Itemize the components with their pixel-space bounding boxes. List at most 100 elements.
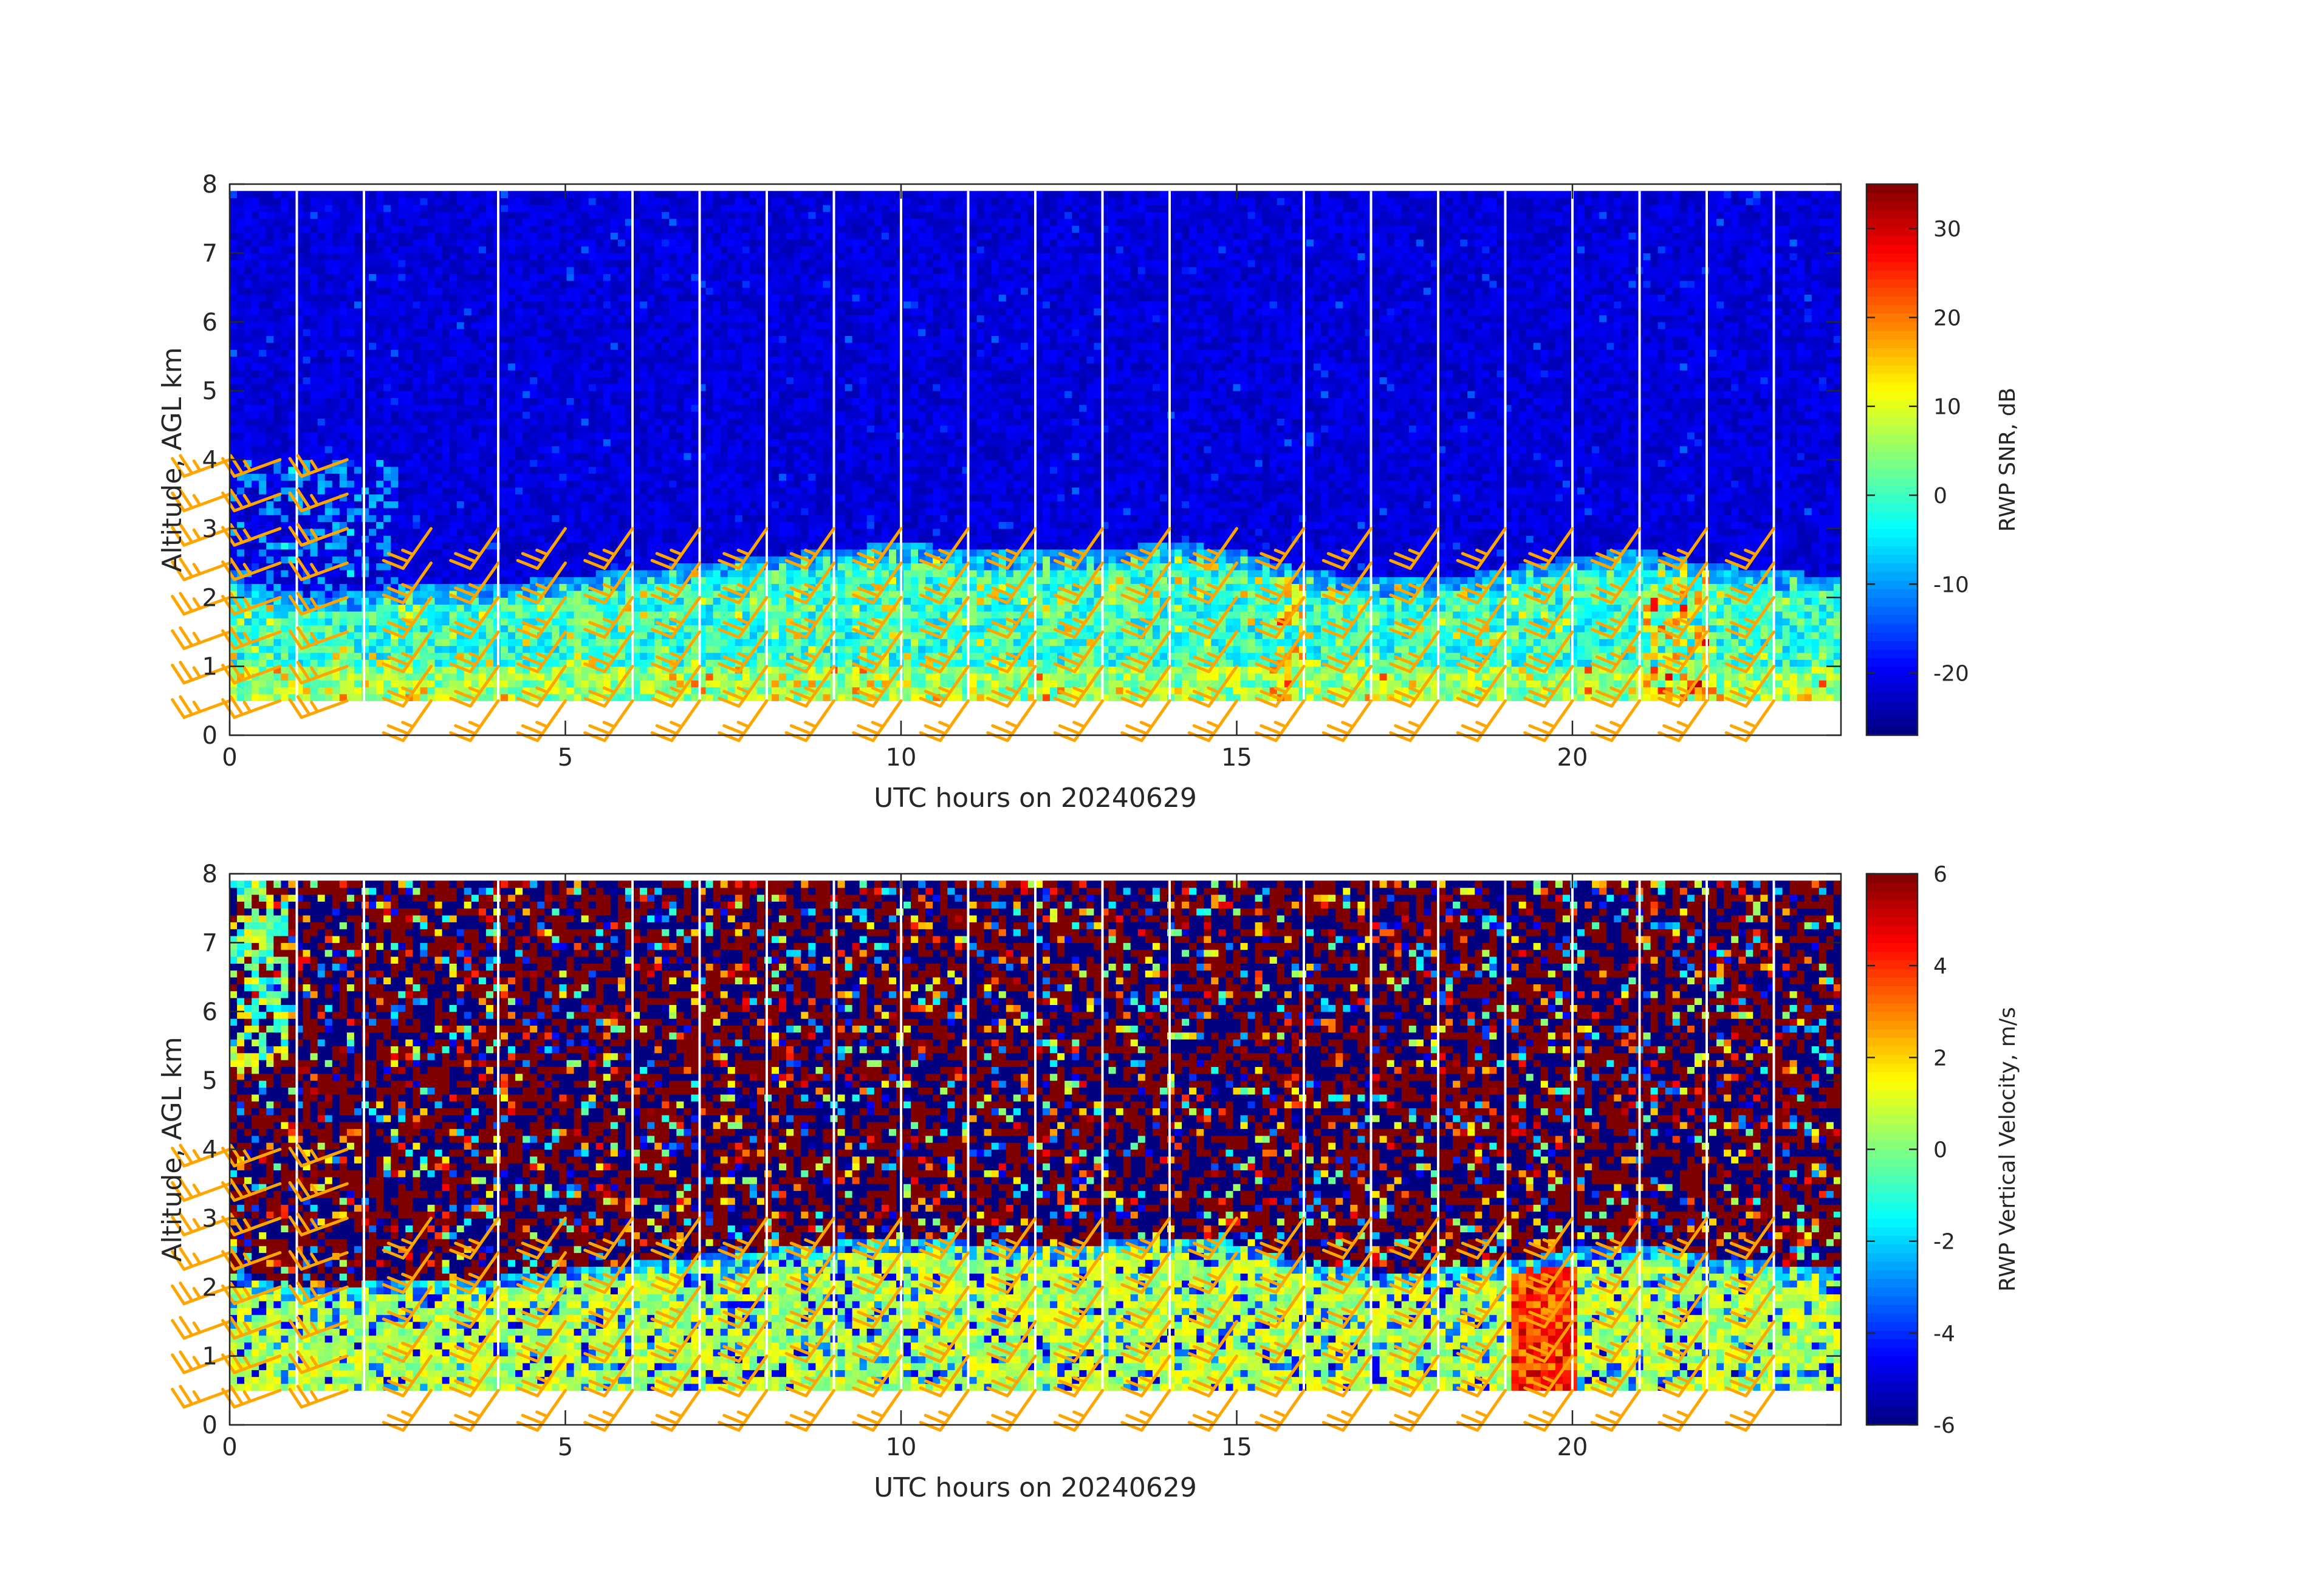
heatmap-cell xyxy=(369,515,377,522)
heatmap-cell xyxy=(552,632,560,639)
heatmap-cell xyxy=(450,405,458,412)
heatmap-cell xyxy=(537,370,545,377)
heatmap-cell xyxy=(325,543,333,550)
heatmap-cell xyxy=(450,239,458,247)
heatmap-cell xyxy=(332,549,340,557)
heatmap-cell xyxy=(398,267,406,274)
heatmap-cell xyxy=(340,198,348,205)
heatmap-cell xyxy=(383,543,391,550)
heatmap-cell xyxy=(508,535,516,543)
heatmap-cell xyxy=(391,494,399,501)
heatmap-cell xyxy=(347,508,355,515)
heatmap-cell xyxy=(362,391,369,398)
heatmap-cell xyxy=(230,356,238,363)
heatmap-cell xyxy=(544,605,552,612)
heatmap-cell xyxy=(369,570,377,577)
heatmap-cell xyxy=(281,260,289,267)
heatmap-cell xyxy=(354,473,362,481)
heatmap-cell xyxy=(369,405,377,412)
heatmap-cell xyxy=(281,515,289,522)
heatmap-cell xyxy=(376,508,384,515)
heatmap-cell xyxy=(252,659,259,667)
heatmap-cell xyxy=(266,281,274,288)
heatmap-cell xyxy=(530,446,538,453)
heatmap-cell xyxy=(318,481,326,488)
heatmap-cell xyxy=(398,680,406,687)
heatmap-cell xyxy=(288,211,296,219)
heatmap-cell xyxy=(435,377,443,384)
heatmap-cell xyxy=(515,225,523,233)
heatmap-cell xyxy=(567,419,575,426)
heatmap-cell xyxy=(237,370,245,377)
heatmap-cell xyxy=(413,315,420,322)
heatmap-cell xyxy=(523,219,530,226)
heatmap-cell xyxy=(273,246,281,253)
heatmap-cell xyxy=(244,577,252,584)
heatmap-cell xyxy=(281,501,289,509)
heatmap-cell xyxy=(450,343,458,350)
heatmap-cell xyxy=(332,411,340,419)
heatmap-cell xyxy=(457,301,465,309)
heatmap-cell xyxy=(479,343,487,350)
heatmap-cell xyxy=(544,632,552,639)
heatmap-cell xyxy=(428,377,436,384)
heatmap-cell xyxy=(259,205,267,212)
heatmap-cell xyxy=(537,239,545,247)
heatmap-cell xyxy=(369,281,377,288)
heatmap-cell xyxy=(347,253,355,260)
heatmap-cell xyxy=(244,515,252,522)
heatmap-cell xyxy=(259,198,267,205)
heatmap-cell xyxy=(515,335,523,343)
heatmap-cell xyxy=(428,653,436,660)
heatmap-cell xyxy=(244,453,252,460)
heatmap-cell xyxy=(479,219,487,226)
heatmap-cell xyxy=(318,246,326,253)
heatmap-cell xyxy=(537,349,545,357)
heatmap-cell xyxy=(530,419,538,426)
heatmap-cell xyxy=(567,549,575,557)
heatmap-cell xyxy=(501,322,509,329)
heatmap-cell xyxy=(318,411,326,419)
heatmap-cell xyxy=(391,349,399,357)
heatmap-cell xyxy=(544,487,552,495)
heatmap-cell xyxy=(420,549,428,557)
heatmap-cell xyxy=(413,411,420,419)
heatmap-cell xyxy=(391,239,399,247)
heatmap-cell xyxy=(266,198,274,205)
heatmap-cell xyxy=(310,384,318,391)
heatmap-cell xyxy=(376,225,384,233)
heatmap-cell xyxy=(230,343,238,350)
heatmap-cell xyxy=(501,487,509,495)
heatmap-cell xyxy=(523,363,530,371)
heatmap-cell xyxy=(325,646,333,653)
heatmap-cell xyxy=(347,535,355,543)
heatmap-cell xyxy=(544,432,552,439)
heatmap-cell xyxy=(428,308,436,315)
heatmap-cell xyxy=(347,287,355,295)
heatmap-cell xyxy=(325,481,333,488)
heatmap-cell xyxy=(383,529,391,536)
heatmap-cell xyxy=(332,653,340,660)
heatmap-cell xyxy=(530,287,538,295)
heatmap-cell xyxy=(471,453,479,460)
heatmap-cell xyxy=(281,577,289,584)
heatmap-cell xyxy=(354,335,362,343)
heatmap-cell xyxy=(252,246,259,253)
heatmap-cell xyxy=(391,287,399,295)
heatmap-cell xyxy=(428,508,436,515)
heatmap-cell xyxy=(332,315,340,322)
heatmap-cell xyxy=(567,453,575,460)
heatmap-cell xyxy=(310,315,318,322)
heatmap-cell xyxy=(413,267,420,274)
heatmap-cell xyxy=(237,391,245,398)
heatmap-cell xyxy=(523,205,530,212)
heatmap-cell xyxy=(464,281,472,288)
heatmap-cell xyxy=(435,556,443,563)
heatmap-cell xyxy=(376,301,384,309)
heatmap-cell xyxy=(354,563,362,571)
heatmap-cell xyxy=(501,301,509,309)
heatmap-cell xyxy=(457,211,465,219)
heatmap-cell xyxy=(544,356,552,363)
heatmap-cell xyxy=(471,370,479,377)
heatmap-cell xyxy=(266,673,274,681)
